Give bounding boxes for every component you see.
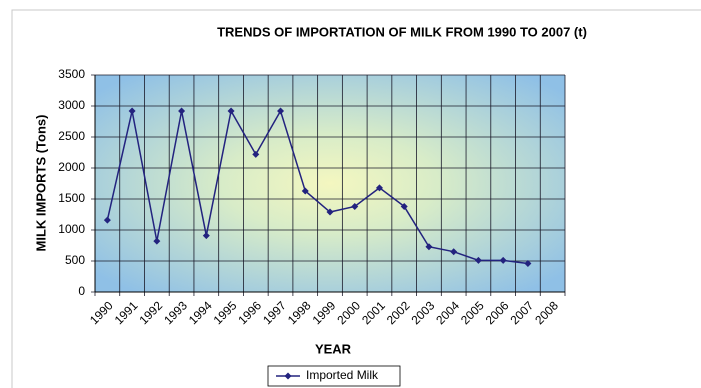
x-tick-label: 1994 [186, 298, 215, 327]
x-tick-label: 1991 [112, 298, 141, 327]
y-tick-label: 0 [78, 284, 85, 298]
y-tick-label: 2500 [58, 129, 85, 143]
x-axis-label: YEAR [315, 341, 352, 356]
x-tick-label: 2005 [458, 298, 487, 327]
point-marker [252, 150, 260, 158]
point-marker [474, 256, 482, 264]
x-tick-label: 2003 [409, 298, 438, 327]
point-marker [375, 184, 383, 192]
y-axis-label: MILK IMPORTS (Tons) [33, 115, 48, 252]
x-tick-label: 2006 [483, 298, 512, 327]
y-tick-label: 2000 [58, 160, 85, 174]
x-tick-label: 1997 [260, 298, 289, 327]
point-marker [178, 107, 186, 115]
point-marker [524, 259, 532, 267]
x-tick-label: 1998 [285, 298, 314, 327]
x-tick-label: 2004 [433, 298, 462, 327]
point-marker [450, 248, 458, 256]
x-tick-label: 1990 [87, 298, 116, 327]
point-marker [128, 107, 136, 115]
x-tick-label: 1995 [211, 298, 240, 327]
point-marker [202, 232, 210, 240]
point-marker [301, 187, 309, 195]
point-marker [326, 208, 334, 216]
chart-title: TRENDS OF IMPORTATION OF MILK FROM 1990 … [217, 24, 587, 39]
point-marker [499, 256, 507, 264]
y-tick-label: 3000 [58, 98, 85, 112]
point-marker [153, 237, 161, 245]
x-tick-label: 2000 [334, 298, 363, 327]
x-tick-label: 1992 [136, 298, 165, 327]
legend-label: Imported Milk [306, 368, 379, 382]
plot-area [95, 75, 565, 292]
point-marker [103, 216, 111, 224]
legend-box [267, 365, 401, 387]
x-tick-label: 2007 [507, 298, 536, 327]
y-tick-label: 500 [65, 253, 85, 267]
point-marker [351, 202, 359, 210]
x-tick-label: 2002 [384, 298, 413, 327]
y-tick-label: 3500 [58, 67, 85, 81]
x-tick-label: 1999 [310, 298, 339, 327]
y-tick-label: 1000 [58, 222, 85, 236]
legend-marker [284, 372, 292, 380]
point-marker [425, 243, 433, 251]
chart-border [11, 9, 701, 388]
point-marker [227, 107, 235, 115]
x-tick-label: 2008 [532, 298, 561, 327]
y-tick-label: 1500 [58, 191, 85, 205]
point-marker [400, 202, 408, 210]
point-marker [277, 107, 285, 115]
x-tick-label: 1996 [235, 298, 264, 327]
x-tick-label: 1993 [161, 298, 190, 327]
x-tick-label: 2001 [359, 298, 388, 327]
series-line [106, 108, 528, 265]
